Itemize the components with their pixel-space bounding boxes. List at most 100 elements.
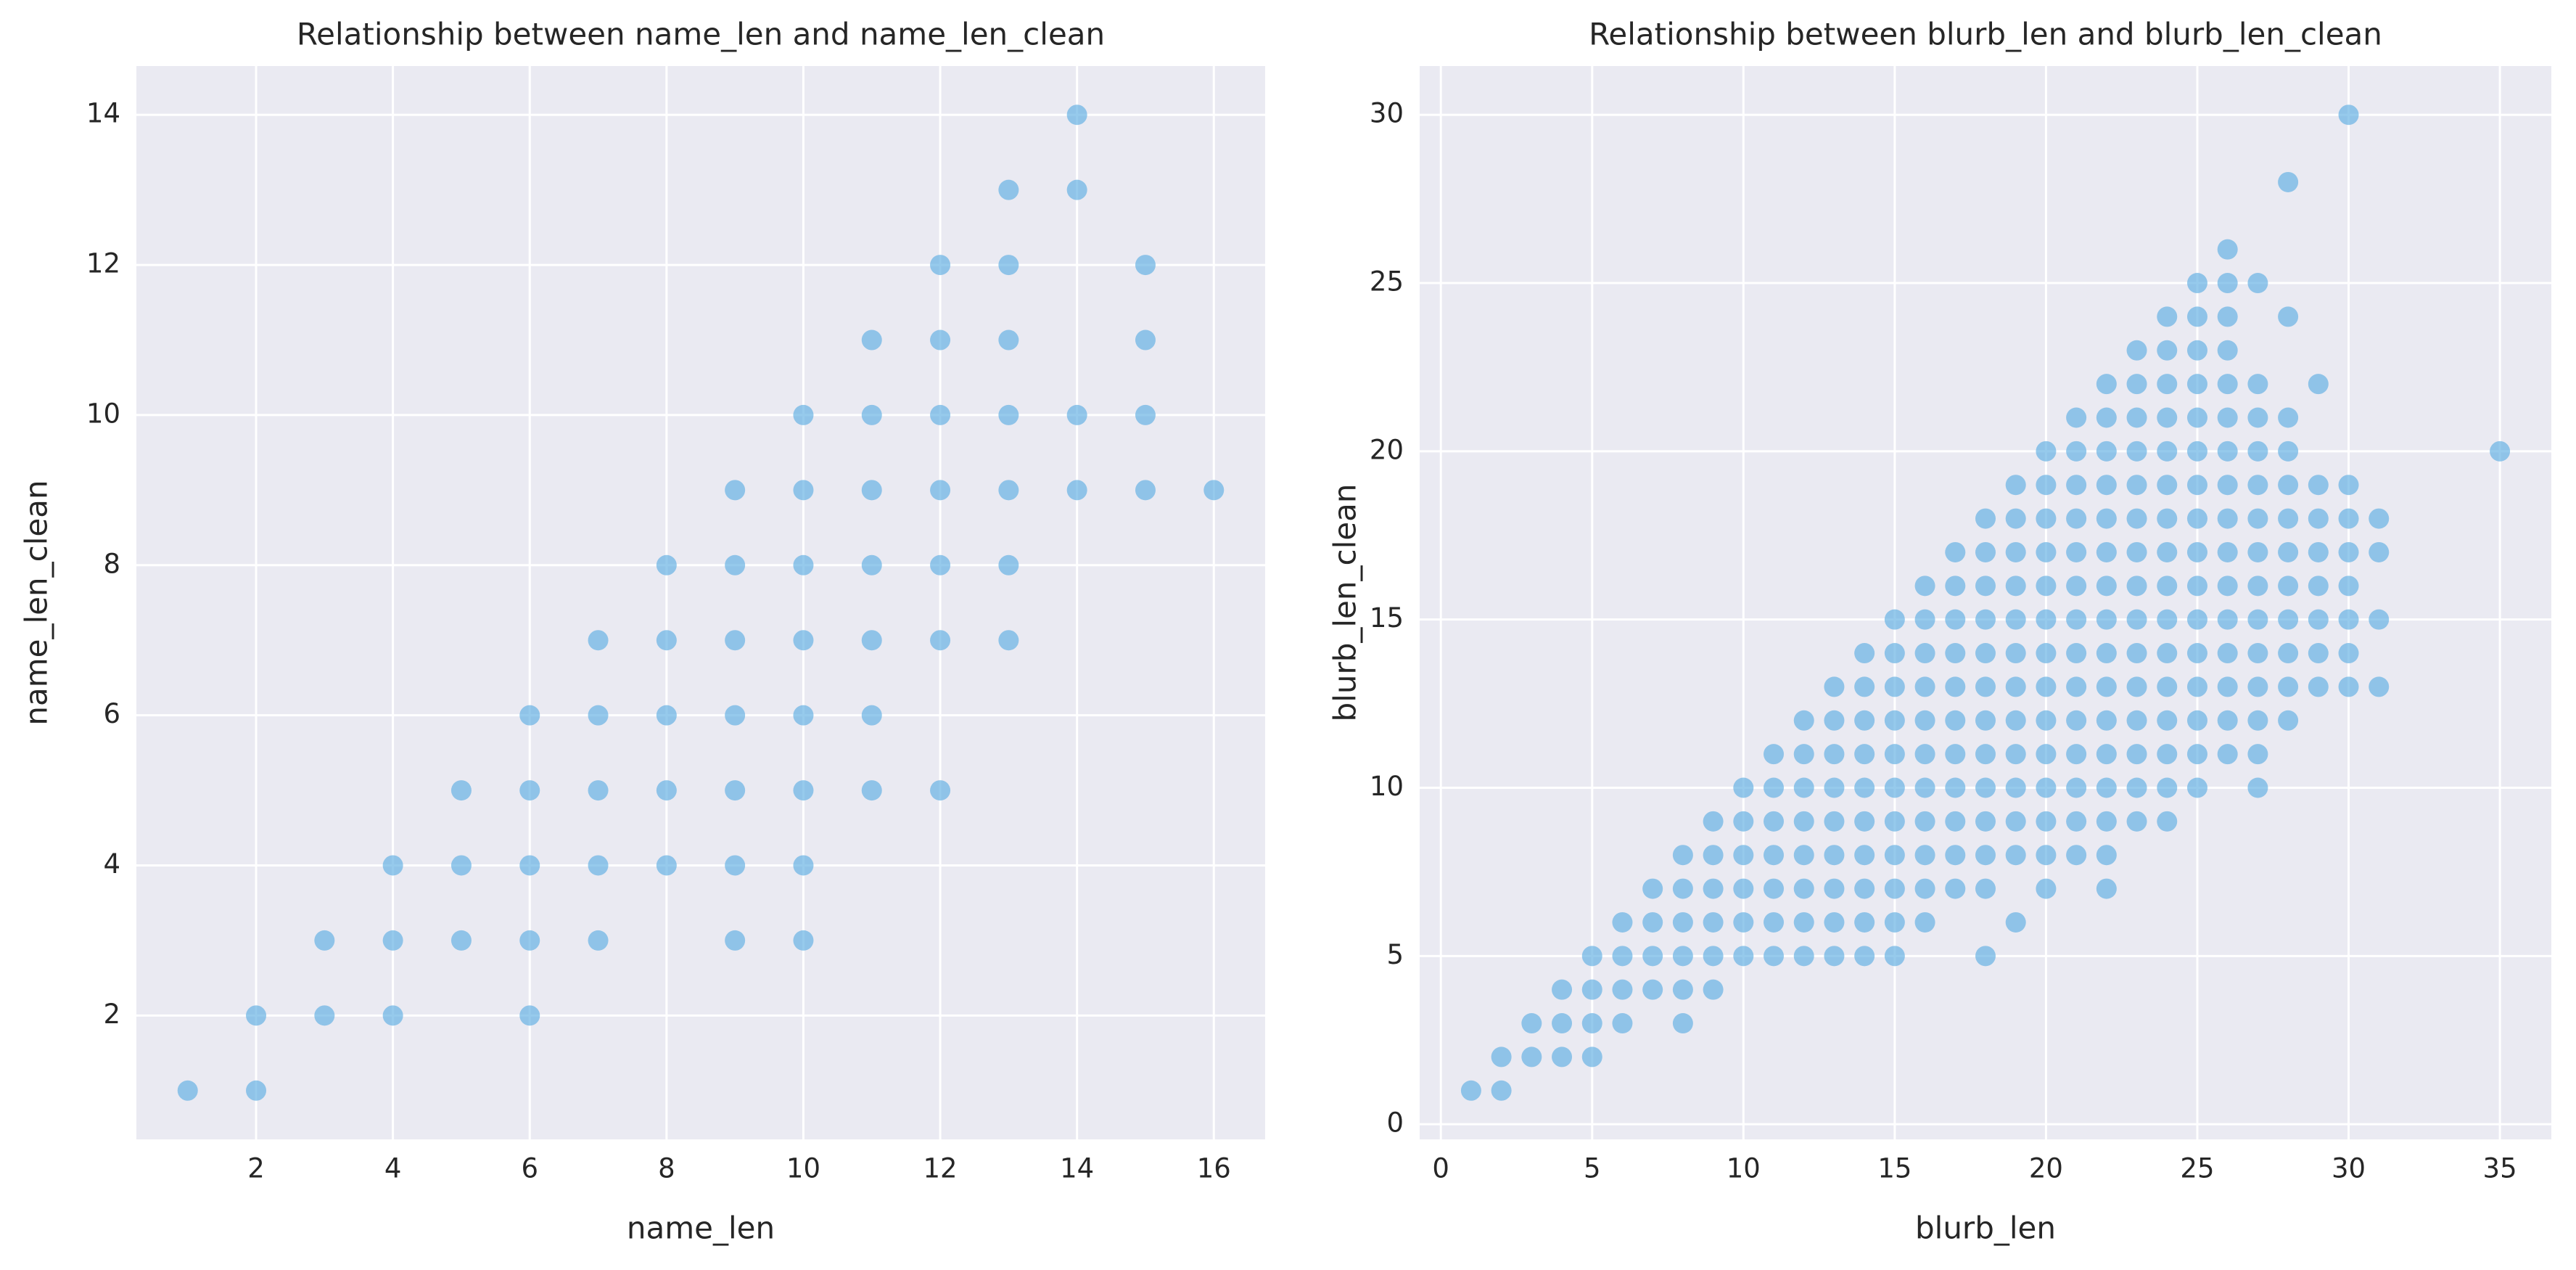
scatter-point <box>2126 374 2147 395</box>
y-tick-label: 14 <box>86 98 120 129</box>
scatter-point <box>1914 609 1935 630</box>
scatter-point <box>2157 306 2178 327</box>
scatter-point <box>2157 575 2178 597</box>
scatter-point <box>1066 480 1087 501</box>
scatter-point <box>2369 676 2390 697</box>
x-tick-label: 8 <box>658 1153 675 1184</box>
scatter-point <box>2186 643 2207 664</box>
scatter-point <box>1854 777 1875 798</box>
x-tick-label: 15 <box>1877 1153 1912 1184</box>
scatter-point <box>2217 575 2238 597</box>
scatter-point <box>2096 744 2117 765</box>
scatter-point <box>519 930 540 951</box>
scatter-point <box>2066 609 2087 630</box>
scatter-point <box>1552 1013 1573 1034</box>
scatter-point <box>1764 811 1785 832</box>
scatter-point <box>1884 676 1905 697</box>
scatter-point <box>1581 1046 1602 1068</box>
scatter-point <box>930 255 951 276</box>
scatter-point <box>1135 404 1156 425</box>
scatter-point <box>2157 710 2178 731</box>
scatter-point <box>930 780 951 801</box>
x-tick-label: 6 <box>521 1153 538 1184</box>
scatter-point <box>998 404 1019 425</box>
scatter-point <box>793 855 814 876</box>
scatter-point <box>1733 845 1754 866</box>
scatter-point <box>1975 878 1996 899</box>
scatter-point <box>588 930 609 951</box>
scatter-point <box>2126 710 2147 731</box>
scatter-point <box>1612 979 1633 1000</box>
scatter-point <box>2036 676 2057 697</box>
x-tick-label: 14 <box>1060 1153 1094 1184</box>
scatter-point <box>177 1080 198 1101</box>
scatter-point <box>2247 541 2268 562</box>
scatter-point <box>1066 179 1087 200</box>
scatter-point <box>1672 845 1693 866</box>
scatter-point <box>930 630 951 651</box>
y-tick-label: 6 <box>103 698 120 729</box>
scatter-point <box>1914 643 1935 664</box>
scatter-point <box>1460 1080 1481 1101</box>
scatter-point <box>2278 508 2299 529</box>
scatter-point <box>1733 946 1754 967</box>
x-tick-label: 4 <box>384 1153 402 1184</box>
scatter-point <box>2369 609 2390 630</box>
scatter-point <box>1884 643 1905 664</box>
scatter-point <box>1914 777 1935 798</box>
scatter-point <box>2338 643 2359 664</box>
scatter-point <box>1733 911 1754 933</box>
scatter-point <box>2036 811 2057 832</box>
scatter-point <box>2096 710 2117 731</box>
scatter-point <box>998 630 1019 651</box>
scatter-point <box>1884 710 1905 731</box>
scatter-point <box>2247 777 2268 798</box>
chart-title: Relationship between blurb_len and blurb… <box>1589 17 2382 52</box>
scatter-point <box>930 480 951 501</box>
scatter-point <box>2278 171 2299 192</box>
scatter-point <box>2036 541 2057 562</box>
scatter-point <box>1733 878 1754 899</box>
scatter-point <box>2096 643 2117 664</box>
scatter-point <box>2278 575 2299 597</box>
x-tick-label: 10 <box>786 1153 820 1184</box>
scatter-point <box>246 1005 267 1026</box>
scatter-point <box>2217 374 2238 395</box>
scatter-point <box>1703 845 1724 866</box>
scatter-point <box>1552 1046 1573 1068</box>
y-tick-label: 30 <box>1370 98 1404 129</box>
x-axis-label: name_len <box>627 1210 775 1246</box>
scatter-point <box>725 780 746 801</box>
scatter-point <box>1764 911 1785 933</box>
scatter-point <box>2066 575 2087 597</box>
scatter-point <box>1884 845 1905 866</box>
scatter-point <box>1824 744 1845 765</box>
scatter-point <box>1793 878 1814 899</box>
scatter-point <box>2186 374 2207 395</box>
scatter-point <box>1975 777 1996 798</box>
chart-title: Relationship between name_len and name_l… <box>297 17 1105 52</box>
scatter-point <box>930 329 951 351</box>
y-axis-label: name_len_clean <box>19 480 54 725</box>
scatter-point <box>314 930 335 951</box>
scatter-point <box>861 329 882 351</box>
scatter-point <box>1672 979 1693 1000</box>
scatter-point <box>1793 845 1814 866</box>
scatter-point <box>450 930 472 951</box>
scatter-point <box>861 554 882 575</box>
scatter-point <box>2217 609 2238 630</box>
scatter-point <box>656 780 677 801</box>
scatter-point <box>1672 946 1693 967</box>
scatter-point <box>930 554 951 575</box>
x-tick-label: 12 <box>923 1153 958 1184</box>
scatter-point <box>2096 508 2117 529</box>
scatter-point <box>2186 575 2207 597</box>
scatter-point <box>2036 878 2057 899</box>
scatter-point <box>382 855 403 876</box>
scatter-point <box>2217 239 2238 260</box>
scatter-point <box>1914 676 1935 697</box>
x-tick-label: 16 <box>1197 1153 1231 1184</box>
scatter-point <box>1854 676 1875 697</box>
scatter-point <box>2126 407 2147 428</box>
scatter-point <box>2005 541 2026 562</box>
